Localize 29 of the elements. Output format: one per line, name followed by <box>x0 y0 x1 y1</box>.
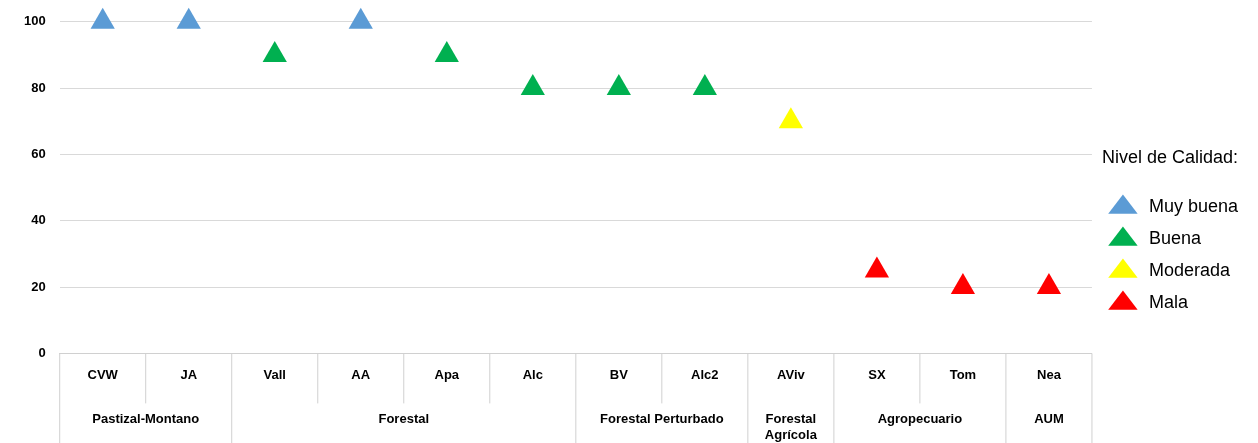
legend-label: Muy buena <box>1148 196 1239 217</box>
x-tick-label: SX <box>868 366 886 382</box>
x-tick-label: JA <box>180 366 198 382</box>
y-tick-label: 80 <box>31 79 46 95</box>
x-tick-label: Vall <box>263 366 286 382</box>
x-tick-label: Apa <box>434 366 460 382</box>
text: Agropecuario <box>877 411 963 427</box>
text: Pastizal-Montano <box>92 411 200 427</box>
text: Forestal <box>378 411 430 427</box>
x-tick-label: Alc2 <box>691 366 719 382</box>
legend-label: Buena <box>1148 228 1202 249</box>
x-tick-label: AViv <box>777 366 806 382</box>
y-tick-label: 0 <box>38 344 46 360</box>
x-tick-label: Tom <box>949 366 977 382</box>
text: Forestal Perturbado <box>600 411 724 427</box>
x-tick-label: BV <box>609 366 629 382</box>
y-tick-label: 20 <box>31 278 46 294</box>
x-tick-label: AA <box>351 366 371 382</box>
legend-label: Mala <box>1148 292 1189 313</box>
y-tick-label: 40 <box>31 212 46 228</box>
legend-title: Nivel de Calidad: <box>1101 146 1239 167</box>
y-tick-label: 100 <box>23 13 46 29</box>
text: AUM <box>1034 411 1064 427</box>
text: Forestal Agrícola <box>764 411 818 443</box>
x-tick-label: Nea <box>1037 366 1062 382</box>
legend-label: Moderada <box>1148 260 1231 281</box>
y-tick-label: 60 <box>31 146 46 162</box>
x-tick-label: Alc <box>522 366 543 382</box>
x-tick-label: CVW <box>87 366 119 382</box>
